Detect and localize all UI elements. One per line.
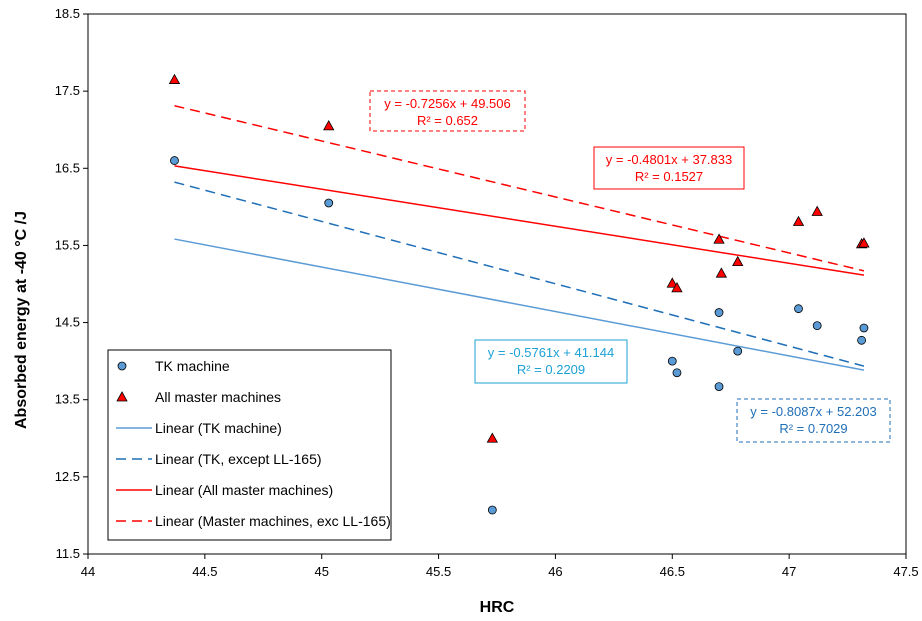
y-tick-label: 11.5 bbox=[56, 546, 80, 561]
r-squared-text: R² = 0.652 bbox=[417, 113, 478, 128]
legend-label: Linear (TK, except LL-165) bbox=[155, 451, 322, 467]
y-tick-label: 17.5 bbox=[55, 83, 80, 98]
y-tick-label: 14.5 bbox=[55, 315, 80, 330]
x-tick-label: 45.5 bbox=[426, 564, 451, 579]
trendlines bbox=[174, 104, 865, 371]
x-tick-label: 46.5 bbox=[660, 564, 685, 579]
x-tick-label: 46 bbox=[548, 564, 562, 579]
equation-annotations: y = -0.7256x + 49.506 R² = 0.652 y = -0.48… bbox=[369, 90, 891, 443]
axes: 11.5 12.5 13.5 14.5 15.5 16.5 17.5 18.5 44 44.5 45… bbox=[55, 6, 919, 579]
tk-machine-point bbox=[733, 346, 743, 356]
x-tick-label: 45 bbox=[314, 564, 328, 579]
master-machine-point bbox=[323, 120, 335, 131]
x-tick-label: 47 bbox=[782, 564, 796, 579]
equation-box-border bbox=[474, 339, 628, 384]
tk-machine-point bbox=[170, 156, 179, 165]
legend-triangle-marker bbox=[116, 391, 128, 402]
x-tick-label: 44 bbox=[81, 564, 95, 579]
trendline-equation-box: y = -0.7256x + 49.506 R² = 0.652 bbox=[369, 90, 526, 132]
y-tick-label: 16.5 bbox=[55, 160, 80, 175]
legend-label: Linear (TK machine) bbox=[155, 420, 282, 436]
master-machine-point bbox=[792, 215, 805, 226]
equation-box-border bbox=[369, 90, 526, 132]
tk-machine-point bbox=[794, 304, 803, 314]
master-machine-point bbox=[811, 205, 823, 216]
r-squared-text: R² = 0.2209 bbox=[517, 362, 585, 377]
equation-box-border bbox=[593, 146, 745, 190]
trendline bbox=[174, 181, 865, 367]
equation-text: y = -0.4801x + 37.833 bbox=[606, 152, 732, 167]
plot-area-border bbox=[87, 13, 907, 555]
master-machine-point bbox=[168, 73, 181, 84]
master-machine-point bbox=[858, 237, 870, 248]
trendline-equation-box: y = -0.5761x + 41.144 R² = 0.2209 bbox=[474, 339, 628, 384]
trendline bbox=[174, 165, 865, 276]
master-machine-point bbox=[715, 267, 728, 278]
trendline-equation-box: y = -0.4801x + 37.833 R² = 0.1527 bbox=[593, 146, 745, 190]
trendline bbox=[174, 238, 865, 371]
equation-box-border bbox=[736, 398, 891, 443]
legend-label: TK machine bbox=[155, 358, 230, 374]
tk-machine-point bbox=[714, 308, 724, 317]
master-machine-point bbox=[666, 277, 678, 288]
y-tick-label: 18.5 bbox=[55, 6, 80, 21]
tk-machine-point bbox=[487, 505, 497, 515]
r-squared-text: R² = 0.1527 bbox=[635, 169, 703, 184]
x-tick-label: 44.5 bbox=[192, 564, 217, 579]
x-tick-label: 47.5 bbox=[893, 564, 918, 579]
master-machine-point bbox=[713, 233, 725, 244]
tk-machine-point bbox=[812, 321, 822, 331]
equation-text: y = -0.7256x + 49.506 bbox=[384, 96, 510, 111]
tk-machine-point bbox=[667, 356, 677, 366]
legend-circle-marker bbox=[117, 361, 127, 371]
y-axis-title: Absorbed energy at -40 °C /J bbox=[13, 211, 30, 429]
tk-machine-point bbox=[672, 368, 682, 378]
tk-machine-point bbox=[857, 335, 866, 345]
equation-text: y = -0.8087x + 52.203 bbox=[750, 404, 876, 419]
data-points bbox=[168, 73, 870, 515]
x-axis-title: HRC bbox=[480, 599, 515, 616]
legend-label: Linear (Master machines, exc LL-165) bbox=[155, 513, 391, 529]
equation-text: y = -0.5761x + 41.144 bbox=[488, 345, 614, 360]
tk-machine-point bbox=[324, 198, 334, 208]
master-machine-point bbox=[671, 282, 683, 293]
master-machine-point bbox=[486, 432, 499, 443]
y-tick-label: 15.5 bbox=[55, 237, 80, 252]
legend-box bbox=[107, 349, 392, 541]
master-machine-point bbox=[732, 255, 744, 267]
trendline-equation-box: y = -0.8087x + 52.203 R² = 0.7029 bbox=[736, 398, 891, 443]
legend: TK machine All master machines Linear (TK … bbox=[107, 349, 392, 541]
legend-label: Linear (All master machines) bbox=[155, 482, 333, 498]
tk-machine-point bbox=[859, 323, 869, 333]
tk-machine-point bbox=[714, 382, 724, 392]
legend-label: All master machines bbox=[155, 389, 281, 405]
trendline bbox=[174, 104, 865, 272]
r-squared-text: R² = 0.7029 bbox=[779, 421, 847, 436]
y-tick-label: 12.5 bbox=[55, 469, 80, 484]
y-tick-label: 13.5 bbox=[55, 392, 80, 407]
